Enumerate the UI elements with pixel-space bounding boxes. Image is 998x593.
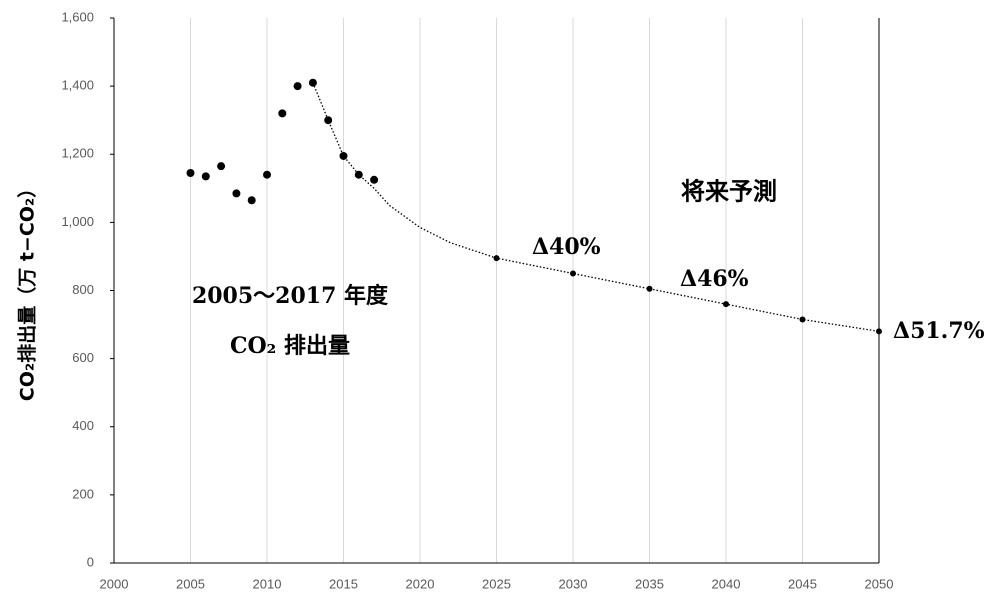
data-point xyxy=(278,109,287,118)
x-tick-label: 2025 xyxy=(482,576,511,591)
x-tick-label: 2005 xyxy=(176,576,205,591)
data-point xyxy=(723,301,729,308)
annotation: CO₂ 排出量 xyxy=(230,333,350,359)
annotation: Δ40% xyxy=(532,234,601,260)
data-point xyxy=(263,170,271,179)
annotation: Δ51.7% xyxy=(893,318,985,344)
x-tick-label: 2000 xyxy=(100,576,129,591)
data-point xyxy=(232,189,241,198)
data-point xyxy=(201,172,210,181)
data-point xyxy=(876,328,882,335)
data-point xyxy=(646,285,653,292)
data-point xyxy=(339,151,348,160)
x-tick-label: 2045 xyxy=(788,576,817,591)
data-point xyxy=(370,175,379,184)
y-tick-label: 1,400 xyxy=(61,78,94,93)
x-tick-label: 2015 xyxy=(329,576,358,591)
y-tick-label: 400 xyxy=(72,418,94,433)
y-tick-label: 0 xyxy=(87,554,94,569)
data-point xyxy=(186,168,195,177)
data-point xyxy=(217,162,226,171)
data-point xyxy=(493,255,500,262)
data-point xyxy=(293,82,302,91)
x-tick-label: 2030 xyxy=(559,576,588,591)
y-tick-label: 1,000 xyxy=(61,214,94,229)
y-tick-label: 1,200 xyxy=(61,146,94,161)
x-tick-label: 2035 xyxy=(635,576,664,591)
y-axis-label: CO₂排出量（万 t−CO₂） xyxy=(16,179,39,401)
annotation: Δ46% xyxy=(680,266,749,292)
annotation: 2005～2017 年度 xyxy=(192,283,389,309)
y-tick-label: 600 xyxy=(72,350,94,365)
x-tick-label: 2050 xyxy=(865,576,894,591)
x-tick-label: 2020 xyxy=(406,576,435,591)
y-tick-label: 200 xyxy=(72,486,94,501)
y-tick-label: 1,600 xyxy=(61,9,94,24)
annotation: 将来予測 xyxy=(681,177,777,206)
y-tick-label: 800 xyxy=(72,282,94,297)
x-tick-label: 2040 xyxy=(712,576,741,591)
data-point xyxy=(354,170,363,179)
data-point xyxy=(570,270,576,277)
data-point xyxy=(324,116,333,125)
data-point xyxy=(247,196,256,205)
data-point xyxy=(799,316,806,323)
x-tick-label: 2010 xyxy=(253,576,282,591)
trend-line xyxy=(312,82,880,333)
